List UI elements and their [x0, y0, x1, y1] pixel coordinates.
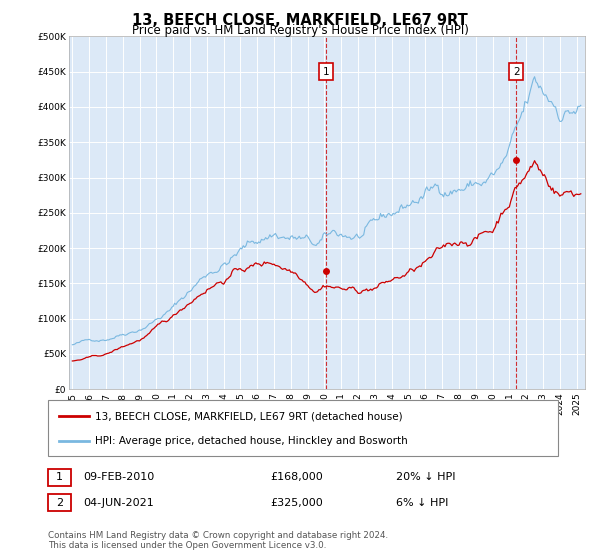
- Text: 1: 1: [323, 67, 329, 77]
- Text: 1: 1: [56, 472, 63, 482]
- Text: 20% ↓ HPI: 20% ↓ HPI: [396, 472, 455, 482]
- Text: 13, BEECH CLOSE, MARKFIELD, LE67 9RT: 13, BEECH CLOSE, MARKFIELD, LE67 9RT: [132, 13, 468, 28]
- Text: 09-FEB-2010: 09-FEB-2010: [83, 472, 154, 482]
- Text: £168,000: £168,000: [270, 472, 323, 482]
- Text: 2: 2: [513, 67, 520, 77]
- Text: Price paid vs. HM Land Registry's House Price Index (HPI): Price paid vs. HM Land Registry's House …: [131, 24, 469, 37]
- Text: HPI: Average price, detached house, Hinckley and Bosworth: HPI: Average price, detached house, Hinc…: [95, 436, 407, 446]
- Text: £325,000: £325,000: [270, 498, 323, 508]
- Text: 04-JUN-2021: 04-JUN-2021: [83, 498, 154, 508]
- Text: 2: 2: [56, 498, 63, 508]
- Text: 6% ↓ HPI: 6% ↓ HPI: [396, 498, 448, 508]
- Text: 13, BEECH CLOSE, MARKFIELD, LE67 9RT (detached house): 13, BEECH CLOSE, MARKFIELD, LE67 9RT (de…: [95, 411, 403, 421]
- Text: Contains HM Land Registry data © Crown copyright and database right 2024.
This d: Contains HM Land Registry data © Crown c…: [48, 531, 388, 550]
